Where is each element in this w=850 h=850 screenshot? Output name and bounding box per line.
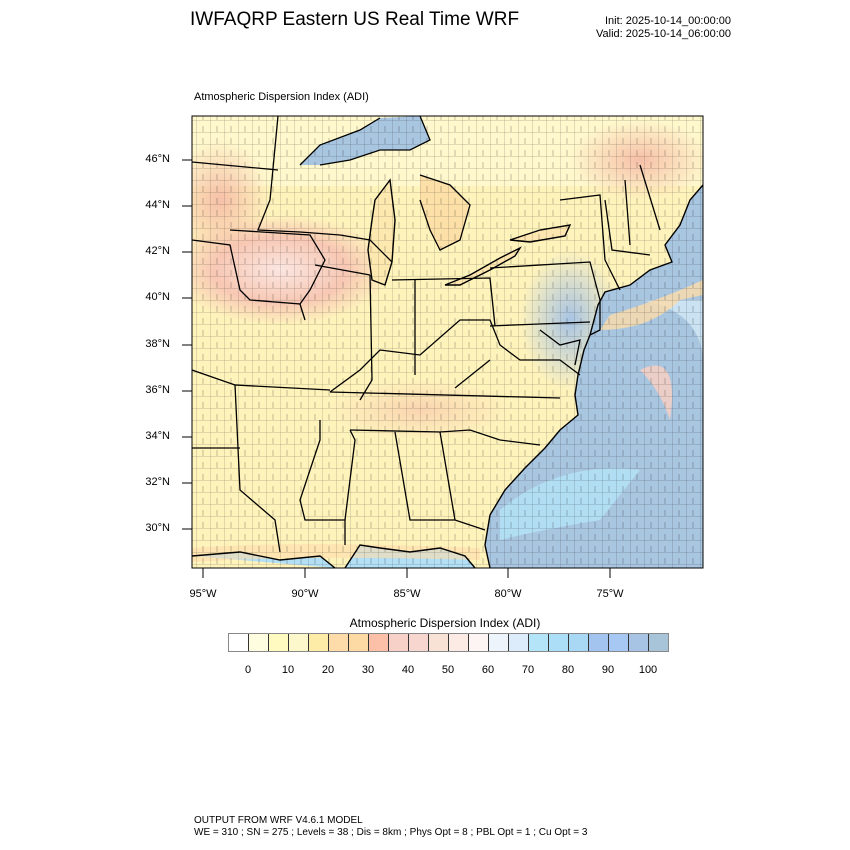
colorbar-swatch xyxy=(649,634,668,651)
map-frame xyxy=(191,115,704,569)
colorbar-swatch xyxy=(529,634,549,651)
colorbar-label: 100 xyxy=(638,664,658,676)
plot-title: IWFAQRP Eastern US Real Time WRF xyxy=(190,9,520,30)
colorbar-swatch xyxy=(489,634,509,651)
colorbar-label: 40 xyxy=(401,664,415,676)
lon-label: 80°W xyxy=(494,588,522,600)
lat-label: 38°N xyxy=(145,338,170,350)
colorbar-swatch xyxy=(369,634,389,651)
colorbar-label: 90 xyxy=(601,664,615,676)
colorbar-label: 80 xyxy=(561,664,575,676)
colorbar-swatch xyxy=(349,634,369,651)
lat-label: 32°N xyxy=(145,476,170,488)
model-config: WE = 310 ; SN = 275 ; Levels = 38 ; Dis … xyxy=(194,827,588,838)
colorbar-swatch xyxy=(289,634,309,651)
init-time: Init: 2025-10-14_00:00:00 xyxy=(605,15,731,27)
lat-label: 46°N xyxy=(145,153,170,165)
colorbar-swatch xyxy=(329,634,349,651)
lat-label: 34°N xyxy=(145,430,170,442)
lat-label: 42°N xyxy=(145,245,170,257)
colorbar-label: 10 xyxy=(281,664,295,676)
colorbar-swatch xyxy=(449,634,469,651)
colorbar-label: 70 xyxy=(521,664,535,676)
lat-label: 36°N xyxy=(145,384,170,396)
colorbar-swatch xyxy=(389,634,409,651)
colorbar-swatch xyxy=(309,634,329,651)
colorbar-label: 0 xyxy=(244,664,252,676)
colorbar-label: 50 xyxy=(441,664,455,676)
colorbar-swatch xyxy=(609,634,629,651)
model-info: OUTPUT FROM WRF V4.6.1 MODEL xyxy=(194,815,363,826)
lon-label: 85°W xyxy=(393,588,421,600)
colorbar-title: Atmospheric Dispersion Index (ADI) xyxy=(349,616,541,630)
colorbar-swatch xyxy=(589,634,609,651)
colorbar-label: 20 xyxy=(321,664,335,676)
colorbar-swatch xyxy=(269,634,289,651)
colorbar-swatch xyxy=(409,634,429,651)
lon-label: 95°W xyxy=(189,588,217,600)
colorbar-swatch xyxy=(629,634,649,651)
colorbar-label: 60 xyxy=(481,664,495,676)
lon-label: 90°W xyxy=(291,588,319,600)
lon-label: 75°W xyxy=(596,588,624,600)
axis-ticks xyxy=(182,159,611,578)
colorbar-swatch xyxy=(429,634,449,651)
lat-label: 40°N xyxy=(145,291,170,303)
colorbar-swatch xyxy=(549,634,569,651)
valid-time: Valid: 2025-10-14_06:00:00 xyxy=(596,28,731,40)
colorbar-swatch xyxy=(229,634,249,651)
colorbar-swatch xyxy=(509,634,529,651)
colorbar-swatch xyxy=(249,634,269,651)
state-boundaries xyxy=(192,116,661,553)
colorbar-swatch xyxy=(469,634,489,651)
field-title: Atmospheric Dispersion Index (ADI) xyxy=(194,91,369,103)
colorbar xyxy=(228,633,669,652)
colorbar-swatch xyxy=(569,634,589,651)
colorbar-label: 30 xyxy=(361,664,375,676)
lat-label: 30°N xyxy=(145,522,170,534)
lat-label: 44°N xyxy=(145,199,170,211)
